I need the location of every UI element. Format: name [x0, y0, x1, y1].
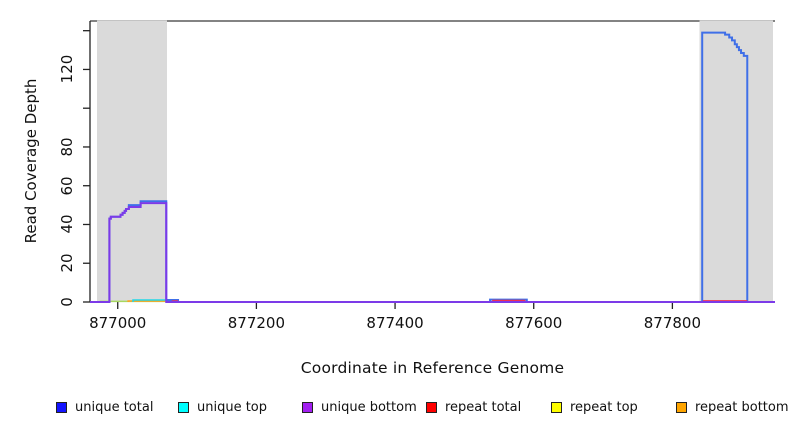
shaded-region-1	[96, 20, 167, 302]
x-tick-label: 877800	[643, 314, 702, 332]
legend-swatch-icon	[426, 401, 437, 413]
legend-swatch-icon	[551, 401, 562, 413]
legend-label: repeat total	[445, 399, 522, 415]
series-unique-total	[90, 31, 775, 303]
y-tick-label: 60	[58, 176, 76, 196]
y-tick-label: 20	[58, 253, 76, 273]
series-unique-bottom	[90, 202, 775, 303]
x-tick-label: 877200	[227, 314, 286, 332]
x-tick-label: 877600	[505, 314, 563, 332]
legend-label: unique total	[75, 399, 154, 415]
legend-label: repeat top	[570, 399, 638, 415]
legend-item-repeat-total: repeat total	[426, 396, 521, 418]
legend: unique total unique top unique bottom repea…	[0, 396, 792, 422]
legend-swatch-icon	[178, 401, 189, 413]
legend-swatch-icon	[56, 401, 67, 413]
y-tick-label: 120	[58, 55, 76, 84]
legend-item-unique-top: unique top	[178, 396, 267, 418]
y-tick-label: 40	[58, 214, 76, 235]
legend-item-unique-total: unique total	[56, 396, 153, 418]
x-tick-label: 877400	[366, 314, 424, 332]
legend-label: repeat bottom	[695, 399, 789, 415]
legend-swatch-icon	[302, 401, 313, 413]
x-axis-title: Coordinate in Reference Genome	[300, 359, 565, 377]
legend-item-unique-bottom: unique bottom	[302, 396, 417, 418]
legend-item-repeat-bottom: repeat bottom	[676, 396, 789, 418]
y-axis-title: Read Coverage Depth	[22, 78, 40, 244]
legend-item-repeat-top: repeat top	[551, 396, 638, 418]
y-tick-label: 80	[58, 137, 76, 157]
legend-label: unique bottom	[321, 399, 417, 415]
legend-label: unique top	[197, 399, 268, 415]
y-tick-label: 0	[58, 297, 76, 307]
shaded-region-2	[699, 20, 773, 302]
x-tick-label: 877000	[89, 314, 147, 332]
legend-swatch-icon	[676, 401, 687, 413]
